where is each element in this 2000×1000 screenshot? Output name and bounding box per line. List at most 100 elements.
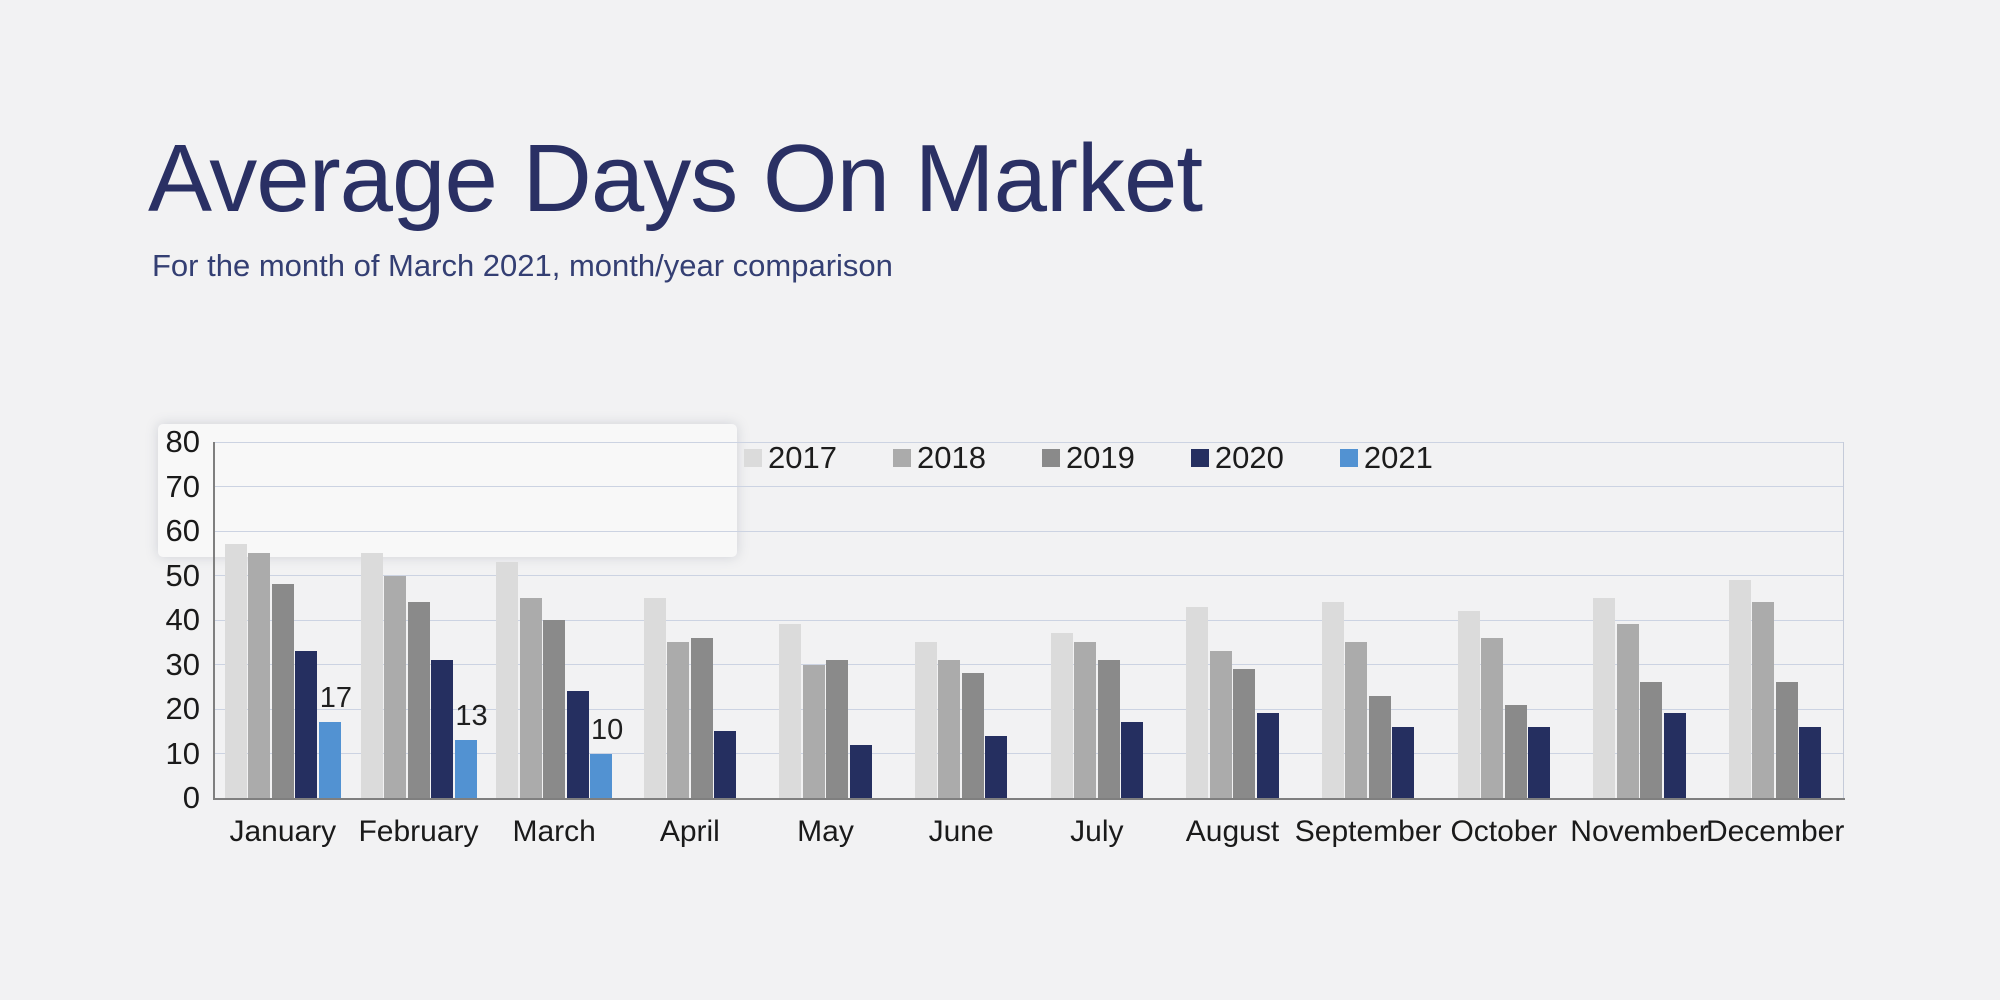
- bar-2019-november: [1640, 682, 1663, 798]
- bar-2018-january: [248, 553, 271, 798]
- legend-item-2020: 2020: [1190, 440, 1284, 475]
- x-axis-label-march: March: [512, 815, 596, 848]
- y-axis-label-80: 80: [165, 424, 200, 459]
- gridline-70: [215, 486, 1843, 487]
- gridline-10: [215, 753, 1843, 754]
- bar-2020-march: [566, 691, 589, 798]
- bar-2017-september: [1321, 602, 1344, 798]
- gridline-80: [215, 441, 1843, 443]
- y-axis-label-40: 40: [165, 602, 200, 637]
- x-axis-label-august: August: [1185, 815, 1280, 848]
- bar-2018-december: [1752, 602, 1775, 798]
- bar-2020-november: [1663, 713, 1686, 798]
- bar-2017-may: [779, 624, 802, 798]
- legend-swatch-2019: [1041, 448, 1060, 467]
- x-axis-label-may: May: [797, 815, 854, 848]
- bar-2021-february: [454, 740, 477, 798]
- bar-2019-may: [826, 660, 849, 798]
- y-axis-label-60: 60: [165, 513, 200, 548]
- y-axis-label-30: 30: [165, 646, 200, 682]
- gridline-30: [215, 664, 1843, 665]
- bar-2018-july: [1074, 642, 1097, 798]
- x-axis-label-october: October: [1450, 815, 1558, 848]
- bar-2019-september: [1368, 695, 1391, 798]
- bar-2020-september: [1392, 726, 1415, 798]
- x-axis-label-november: November: [1570, 815, 1709, 848]
- bar-2017-june: [914, 642, 937, 798]
- bar-2018-march: [519, 597, 542, 798]
- legend-swatch-2021: [1339, 448, 1358, 467]
- bar-2018-october: [1481, 637, 1504, 798]
- legend-label-2020: 2020: [1214, 440, 1284, 475]
- bar-2021-march: [590, 753, 613, 798]
- page-title: Average Days On Market: [148, 125, 1203, 232]
- page-subtitle: For the month of March 2021, month/year …: [152, 248, 893, 283]
- bar-2019-july: [1097, 660, 1120, 798]
- bar-2019-january: [271, 584, 294, 798]
- x-axis-label-december: December: [1705, 815, 1845, 848]
- gridline-20: [215, 708, 1843, 710]
- gridline-60: [215, 530, 1843, 532]
- bar-2019-june: [961, 673, 984, 798]
- bar-2019-february: [407, 602, 430, 798]
- bar-2018-may: [802, 664, 825, 798]
- data-label-2021-march: 10: [591, 713, 624, 746]
- bar-2018-april: [667, 642, 690, 798]
- bar-2017-december: [1728, 579, 1751, 798]
- bar-2017-march: [496, 562, 519, 798]
- y-axis-label-20: 20: [165, 691, 200, 726]
- bar-2020-december: [1799, 726, 1822, 798]
- bar-2017-april: [643, 597, 666, 798]
- x-axis-label-september: September: [1294, 815, 1442, 848]
- legend-swatch-2017: [744, 448, 762, 467]
- legend-item-2018: 2018: [892, 440, 986, 475]
- bar-2019-december: [1775, 682, 1798, 798]
- y-axis-line: [213, 442, 215, 800]
- gridline-40: [215, 619, 1843, 621]
- bar-2020-may: [849, 744, 872, 798]
- bar-2021-january: [318, 722, 341, 798]
- bar-2018-november: [1616, 624, 1639, 798]
- bar-2019-october: [1504, 704, 1527, 798]
- y-axis-label-0: 0: [182, 780, 200, 815]
- legend-label-2019: 2019: [1065, 440, 1135, 475]
- bar-2017-july: [1050, 633, 1073, 798]
- plot-right-border: [1843, 442, 1844, 798]
- bar-2018-june: [938, 660, 961, 798]
- bar-2019-march: [543, 620, 566, 798]
- x-axis-label-january: January: [229, 815, 337, 848]
- x-axis-label-june: June: [928, 815, 994, 848]
- legend-item-2021: 2021: [1339, 440, 1433, 475]
- legend-item-2019: 2019: [1041, 440, 1135, 475]
- y-axis-label-50: 50: [165, 557, 200, 593]
- bar-2017-august: [1186, 606, 1209, 798]
- x-axis-label-april: April: [659, 815, 720, 848]
- x-axis-label-february: February: [358, 815, 479, 848]
- data-label-2021-february: 13: [455, 700, 488, 733]
- legend-label-2018: 2018: [916, 440, 986, 475]
- data-label-2021-january: 17: [319, 682, 352, 715]
- bar-2018-february: [384, 575, 406, 798]
- legend-label-2017: 2017: [768, 440, 837, 475]
- bar-2020-april: [714, 731, 737, 798]
- y-axis-label-70: 70: [165, 468, 200, 504]
- bar-2020-february: [431, 660, 453, 798]
- background-card: [158, 424, 737, 557]
- legend-item-2017: 2017: [744, 442, 837, 473]
- gridline-50: [215, 575, 1843, 576]
- bar-2018-september: [1345, 642, 1368, 798]
- legend-swatch-2020: [1190, 448, 1209, 467]
- bar-2018-august: [1209, 651, 1232, 798]
- legend-swatch-2018: [892, 448, 911, 467]
- bar-2017-october: [1457, 611, 1480, 798]
- bar-2020-january: [295, 651, 318, 798]
- bar-2020-july: [1121, 722, 1144, 798]
- bar-2017-november: [1593, 597, 1616, 798]
- y-axis-label-10: 10: [165, 735, 200, 771]
- legend-label-2021: 2021: [1363, 440, 1433, 475]
- bar-2019-august: [1233, 668, 1256, 798]
- bar-2020-october: [1528, 726, 1551, 798]
- chart-legend: 2017 2018 2019 2020 2021: [744, 442, 1433, 473]
